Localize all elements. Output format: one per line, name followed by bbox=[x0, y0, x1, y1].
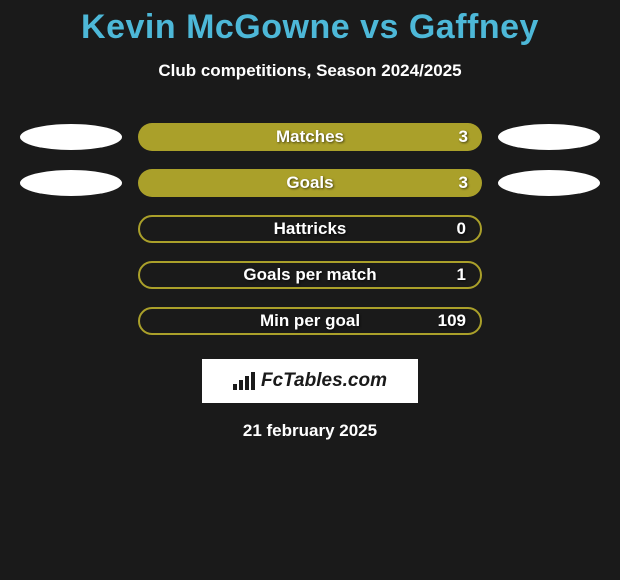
ellipse-spacer bbox=[20, 216, 122, 242]
bars-icon bbox=[233, 372, 255, 390]
stat-value: 1 bbox=[457, 265, 466, 285]
stat-value: 0 bbox=[457, 219, 466, 239]
ellipse-spacer bbox=[498, 216, 600, 242]
stat-label: Goals per match bbox=[243, 265, 376, 285]
right-ellipse bbox=[498, 170, 600, 196]
left-ellipse bbox=[20, 124, 122, 150]
right-ellipse bbox=[498, 124, 600, 150]
stat-row-hattricks: Hattricks 0 bbox=[0, 215, 620, 243]
stats-block: Matches 3 Goals 3 Hattricks 0 Goals bbox=[0, 123, 620, 335]
ellipse-spacer bbox=[498, 308, 600, 334]
stat-bar: Goals per match 1 bbox=[138, 261, 482, 289]
stat-row-matches: Matches 3 bbox=[0, 123, 620, 151]
stat-bar: Goals 3 bbox=[138, 169, 482, 197]
stat-value: 3 bbox=[459, 127, 468, 147]
ellipse-spacer bbox=[20, 308, 122, 334]
ellipse-spacer bbox=[498, 262, 600, 288]
left-ellipse bbox=[20, 170, 122, 196]
logo-bar-segment bbox=[251, 372, 255, 390]
date-text: 21 february 2025 bbox=[243, 421, 377, 441]
stat-row-goals: Goals 3 bbox=[0, 169, 620, 197]
stat-row-min-per-goal: Min per goal 109 bbox=[0, 307, 620, 335]
stat-value: 3 bbox=[459, 173, 468, 193]
stat-row-goals-per-match: Goals per match 1 bbox=[0, 261, 620, 289]
stat-label: Matches bbox=[276, 127, 344, 147]
stat-bar: Min per goal 109 bbox=[138, 307, 482, 335]
stat-label: Min per goal bbox=[260, 311, 360, 331]
logo-text: FcTables.com bbox=[261, 370, 387, 392]
logo-bar-segment bbox=[233, 384, 237, 390]
logo-bar-segment bbox=[245, 376, 249, 390]
page-title: Kevin McGowne vs Gaffney bbox=[81, 8, 539, 47]
stat-bar: Matches 3 bbox=[138, 123, 482, 151]
stat-value: 109 bbox=[438, 311, 466, 331]
subtitle: Club competitions, Season 2024/2025 bbox=[158, 61, 461, 81]
stat-label: Goals bbox=[286, 173, 333, 193]
infographic-container: Kevin McGowne vs Gaffney Club competitio… bbox=[0, 0, 620, 441]
ellipse-spacer bbox=[20, 262, 122, 288]
logo-box: FcTables.com bbox=[202, 359, 418, 403]
stat-label: Hattricks bbox=[274, 219, 347, 239]
stat-bar: Hattricks 0 bbox=[138, 215, 482, 243]
logo-bar-segment bbox=[239, 380, 243, 390]
